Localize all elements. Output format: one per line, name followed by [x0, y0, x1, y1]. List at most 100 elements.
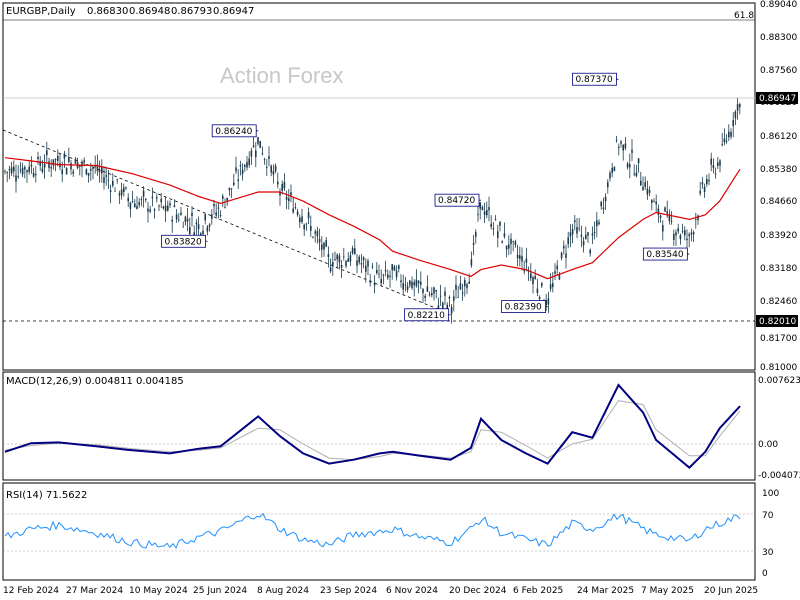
- candle-body: [17, 176, 19, 177]
- candle-body: [305, 223, 308, 225]
- candle-body: [151, 196, 154, 199]
- candle-body: [272, 171, 275, 175]
- candle-body: [442, 302, 444, 309]
- candle-body: [131, 201, 134, 203]
- candle-body: [633, 173, 635, 175]
- candle-body: [501, 241, 503, 243]
- ohlc-high: 0.86948: [129, 6, 170, 17]
- candle-body: [107, 179, 110, 181]
- candle-body: [164, 205, 167, 212]
- candle-body: [532, 277, 534, 285]
- candle-body: [468, 281, 470, 284]
- candle-body: [710, 158, 712, 165]
- candle-body: [318, 238, 321, 243]
- price-tick: 0.82460: [760, 297, 797, 307]
- candle-body: [338, 255, 341, 263]
- x-tick: 20 Dec 2024: [449, 586, 507, 596]
- candle-body: [213, 204, 215, 207]
- candle-body: [314, 231, 316, 234]
- candle-body: [541, 283, 543, 287]
- candle-body: [723, 138, 726, 143]
- candle-body: [453, 296, 455, 301]
- candle-body: [285, 196, 288, 200]
- candle-body: [516, 254, 519, 259]
- candle-body: [389, 275, 391, 278]
- chart-title-symbol: EURGBP,Daily: [6, 6, 76, 17]
- candle-body: [545, 300, 547, 305]
- candle-body: [703, 186, 706, 192]
- candle-body: [140, 199, 143, 200]
- candle-body: [202, 230, 204, 235]
- candle-body: [255, 150, 257, 158]
- candle-body: [230, 188, 233, 190]
- candle-body: [607, 182, 609, 188]
- candle-body: [651, 199, 653, 203]
- candle-body: [556, 265, 558, 270]
- candle-body: [94, 165, 96, 167]
- candle-body: [307, 212, 310, 219]
- candle-body: [615, 140, 618, 141]
- candle-body: [246, 162, 248, 168]
- candle-body: [406, 286, 409, 290]
- x-tick: 6 Nov 2024: [386, 586, 438, 596]
- candle-body: [345, 261, 347, 267]
- candle-body: [457, 297, 459, 299]
- price-tick: 0.86120: [760, 132, 797, 142]
- candle-body: [257, 137, 259, 144]
- rsi-panel[interactable]: [2, 482, 756, 581]
- candle-body: [380, 279, 382, 284]
- candle-body: [329, 267, 332, 272]
- candle-body: [431, 293, 433, 296]
- price-annotation-label: 0.83540: [646, 250, 683, 260]
- candle-body: [706, 178, 708, 185]
- candle-body: [13, 166, 15, 172]
- x-tick: 27 Mar 2024: [66, 586, 123, 596]
- candle-body: [640, 180, 642, 186]
- candle-body: [292, 208, 294, 213]
- candle-body: [413, 282, 415, 286]
- candle-body: [648, 190, 651, 193]
- price-tick: 0.85380: [760, 165, 797, 175]
- candle-body: [261, 153, 264, 155]
- x-tick: 12 Feb 2024: [3, 586, 59, 596]
- candle-body: [65, 168, 68, 175]
- candle-body: [191, 212, 193, 217]
- price-annotation-label: 0.84720: [438, 196, 475, 206]
- candle-body: [701, 182, 704, 185]
- candle-body: [239, 165, 242, 167]
- candle-body: [565, 253, 567, 258]
- candle-body: [494, 219, 497, 221]
- x-tick: 23 Sep 2024: [320, 586, 377, 596]
- price-tick: 0.83180: [760, 264, 797, 274]
- support-price-badge: [756, 315, 798, 327]
- candle-body: [175, 214, 178, 220]
- candle-body: [580, 234, 583, 237]
- candle-body: [664, 207, 666, 212]
- candle-body: [180, 212, 182, 215]
- candle-body: [644, 182, 646, 187]
- candle-body: [655, 201, 657, 205]
- price-tick: 0.81000: [760, 363, 797, 373]
- candle-body: [178, 219, 180, 221]
- candle-body: [72, 171, 74, 174]
- candle-body: [591, 233, 594, 236]
- macd-panel[interactable]: [2, 371, 756, 481]
- candle-body: [68, 157, 70, 162]
- candle-body: [593, 232, 596, 234]
- candle-body: [582, 240, 585, 246]
- candle-body: [281, 183, 283, 191]
- candle-body: [63, 153, 66, 159]
- candle-body: [294, 207, 297, 208]
- candle-body: [184, 216, 187, 223]
- candle-body: [393, 266, 396, 271]
- candle-body: [158, 205, 160, 207]
- candle-body: [635, 172, 638, 177]
- price-tick: 0.88300: [760, 33, 797, 43]
- candle-body: [464, 279, 466, 287]
- candle-body: [8, 169, 11, 171]
- candle-body: [444, 291, 446, 296]
- candle-body: [629, 164, 631, 168]
- price-panel[interactable]: [2, 2, 756, 371]
- candle-body: [263, 158, 266, 160]
